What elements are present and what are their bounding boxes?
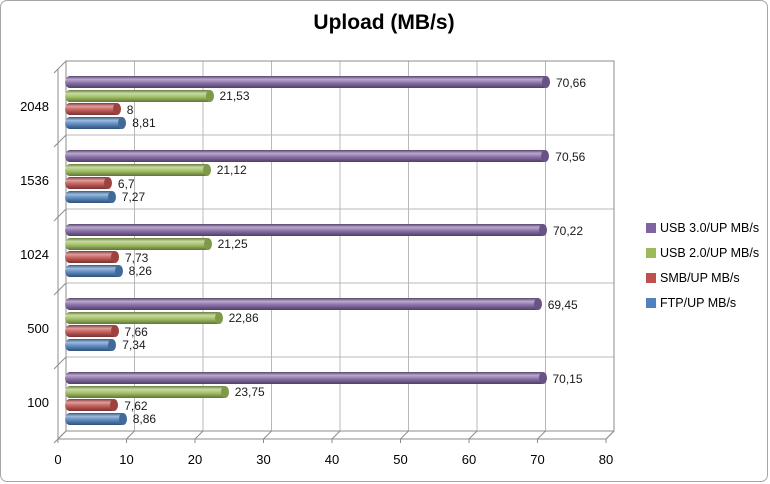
bar-smb-up-mb-s[interactable] xyxy=(65,177,112,189)
y-category-label: 1536 xyxy=(20,173,49,188)
x-tick-label: 0 xyxy=(54,452,62,467)
bar-end-cap xyxy=(111,251,119,263)
legend-label: USB 2.0/UP MB/s xyxy=(660,245,760,260)
bar-value-label: 8 xyxy=(126,102,134,117)
bar-value-label: 70,22 xyxy=(553,223,584,238)
bar-value-label: 21,12 xyxy=(216,163,247,177)
bar-usb-3-0-up-mb-s[interactable] xyxy=(65,372,547,384)
y-category-label: 2048 xyxy=(20,99,49,114)
bar-end-cap xyxy=(533,298,542,310)
bar-end-cap xyxy=(108,338,117,351)
bar-ftp-up-mb-s[interactable] xyxy=(65,412,127,425)
bar-smb-up-mb-s[interactable] xyxy=(65,325,119,337)
bar-end-cap xyxy=(542,76,550,88)
bar-end-cap xyxy=(118,116,127,129)
bar-value-label: 70,15 xyxy=(552,371,583,386)
x-tick-label: 20 xyxy=(187,452,203,467)
bar-ftp-up-mb-s[interactable] xyxy=(65,264,123,277)
bar-end-cap xyxy=(214,311,223,324)
legend-item-smb-up-mb-s[interactable]: SMB/UP MB/s xyxy=(646,265,759,290)
chart-title: Upload (MB/s) xyxy=(313,11,455,34)
bar-value-label: 8,81 xyxy=(132,116,156,130)
bar-end-cap xyxy=(541,150,550,162)
legend-color-swatch xyxy=(646,272,656,283)
bar-usb-2-0-up-mb-s[interactable] xyxy=(65,163,211,176)
bar-value-label: 7,66 xyxy=(124,324,148,339)
x-tick-label: 40 xyxy=(324,452,340,467)
legend-item-usb-3-0-up-mb-s[interactable]: USB 3.0/UP MB/s xyxy=(646,215,759,240)
bar-end-cap xyxy=(205,89,214,102)
bar-end-cap xyxy=(220,385,229,398)
x-tick-label: 70 xyxy=(530,452,545,467)
bar-end-cap xyxy=(107,190,116,203)
bar-end-cap xyxy=(114,264,123,277)
bar-usb-2-0-up-mb-s[interactable] xyxy=(65,311,223,324)
x-tick-label: 60 xyxy=(461,452,477,467)
legend-color-swatch xyxy=(646,297,656,308)
bar-ftp-up-mb-s[interactable] xyxy=(65,190,116,203)
legend-color-swatch xyxy=(646,247,656,258)
bar-usb-2-0-up-mb-s[interactable] xyxy=(65,385,229,398)
x-tick-label: 50 xyxy=(393,452,408,467)
bar-value-label: 23,75 xyxy=(234,385,265,399)
bar-end-cap xyxy=(103,177,112,189)
bar-ftp-up-mb-s[interactable] xyxy=(65,116,127,129)
bar-end-cap xyxy=(539,224,547,236)
bar-end-cap xyxy=(538,372,547,384)
bar-usb-3-0-up-mb-s[interactable] xyxy=(65,224,547,236)
bar-end-cap xyxy=(110,325,119,337)
bar-value-label: 7,73 xyxy=(125,250,149,265)
bar-end-cap xyxy=(118,412,127,425)
bar-value-label: 7,27 xyxy=(121,190,146,204)
legend-item-ftp-up-mb-s[interactable]: FTP/UP MB/s xyxy=(646,290,759,315)
bar-value-label: 70,66 xyxy=(556,75,587,90)
x-tick-label: 80 xyxy=(598,452,614,467)
legend-label: SMB/UP MB/s xyxy=(660,270,740,285)
bar-value-label: 8,86 xyxy=(132,412,157,426)
bar-end-cap xyxy=(110,399,119,411)
bar-value-label: 21,25 xyxy=(217,237,248,251)
bar-usb-2-0-up-mb-s[interactable] xyxy=(65,89,214,102)
legend-label: USB 3.0/UP MB/s xyxy=(660,220,760,235)
bar-usb-3-0-up-mb-s[interactable] xyxy=(65,150,550,162)
legend-item-usb-2-0-up-mb-s[interactable]: USB 2.0/UP MB/s xyxy=(646,240,759,265)
bar-value-label: 7,62 xyxy=(124,398,148,413)
bar-usb-3-0-up-mb-s[interactable] xyxy=(65,298,542,310)
y-category-label: 100 xyxy=(27,395,49,410)
bar-end-cap xyxy=(202,163,211,176)
y-category-label: 500 xyxy=(27,321,49,336)
bar-value-label: 69,45 xyxy=(547,297,578,312)
bar-smb-up-mb-s[interactable] xyxy=(65,103,121,115)
bar-smb-up-mb-s[interactable] xyxy=(65,399,119,411)
bar-usb-3-0-up-mb-s[interactable] xyxy=(65,76,550,88)
legend-color-swatch xyxy=(646,222,656,233)
bar-end-cap xyxy=(203,237,212,250)
legend: USB 3.0/UP MB/s USB 2.0/UP MB/s SMB/UP M… xyxy=(646,215,759,315)
bar-value-label: 21,53 xyxy=(219,89,250,103)
bar-ftp-up-mb-s[interactable] xyxy=(65,338,117,351)
bar-end-cap xyxy=(112,103,121,115)
bar-value-label: 70,56 xyxy=(555,149,586,164)
bar-smb-up-mb-s[interactable] xyxy=(65,251,119,263)
bar-value-label: 6,7 xyxy=(117,176,135,191)
bar-value-label: 7,34 xyxy=(122,338,146,352)
bar-value-label: 22,86 xyxy=(228,311,259,325)
x-tick-label: 30 xyxy=(256,452,271,467)
bar-value-label: 8,26 xyxy=(128,264,152,278)
y-category-label: 1024 xyxy=(20,247,49,262)
bar-usb-2-0-up-mb-s[interactable] xyxy=(65,237,212,250)
x-tick-label: 10 xyxy=(119,452,134,467)
legend-label: FTP/UP MB/s xyxy=(660,295,737,310)
